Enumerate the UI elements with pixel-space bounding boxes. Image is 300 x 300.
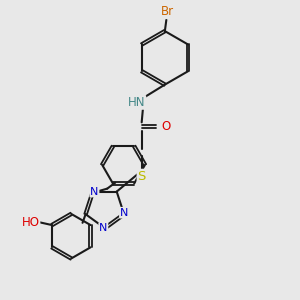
Text: S: S — [137, 170, 146, 183]
Text: N: N — [120, 208, 128, 218]
Text: HN: HN — [128, 96, 146, 109]
Text: N: N — [90, 187, 99, 196]
Text: O: O — [161, 120, 170, 133]
Text: HO: HO — [22, 216, 40, 229]
Text: N: N — [99, 223, 107, 233]
Text: Br: Br — [161, 5, 174, 18]
